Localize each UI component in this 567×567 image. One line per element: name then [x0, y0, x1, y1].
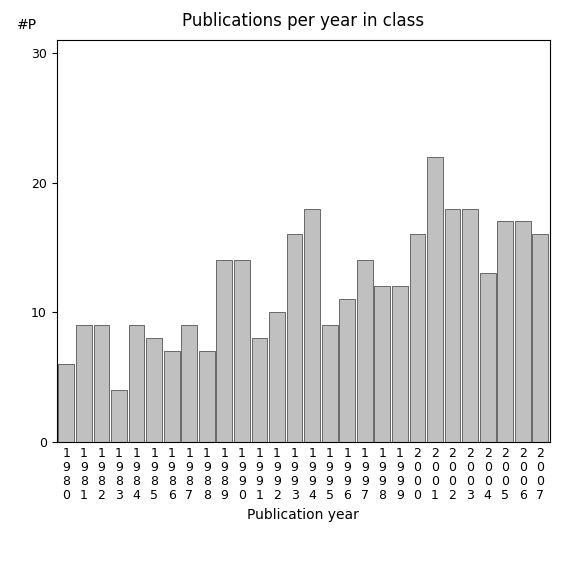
Bar: [234, 260, 250, 442]
Bar: [515, 222, 531, 442]
Bar: [164, 352, 180, 442]
Bar: [427, 156, 443, 442]
Bar: [304, 209, 320, 442]
Bar: [462, 209, 478, 442]
Bar: [252, 338, 268, 442]
Bar: [181, 325, 197, 442]
Bar: [94, 325, 109, 442]
Bar: [76, 325, 92, 442]
Bar: [374, 286, 390, 442]
Bar: [129, 325, 145, 442]
Bar: [409, 235, 425, 442]
Bar: [269, 312, 285, 442]
Bar: [480, 273, 496, 442]
Bar: [445, 209, 460, 442]
Bar: [58, 365, 74, 442]
Bar: [217, 260, 232, 442]
Bar: [111, 390, 127, 442]
Bar: [322, 325, 337, 442]
Bar: [532, 235, 548, 442]
Bar: [287, 235, 302, 442]
X-axis label: Publication year: Publication year: [247, 507, 359, 522]
Bar: [339, 299, 355, 442]
Bar: [357, 260, 373, 442]
Bar: [392, 286, 408, 442]
Bar: [497, 222, 513, 442]
Bar: [199, 352, 215, 442]
Bar: [146, 338, 162, 442]
Y-axis label: #P: #P: [17, 18, 37, 32]
Title: Publications per year in class: Publications per year in class: [182, 12, 425, 30]
